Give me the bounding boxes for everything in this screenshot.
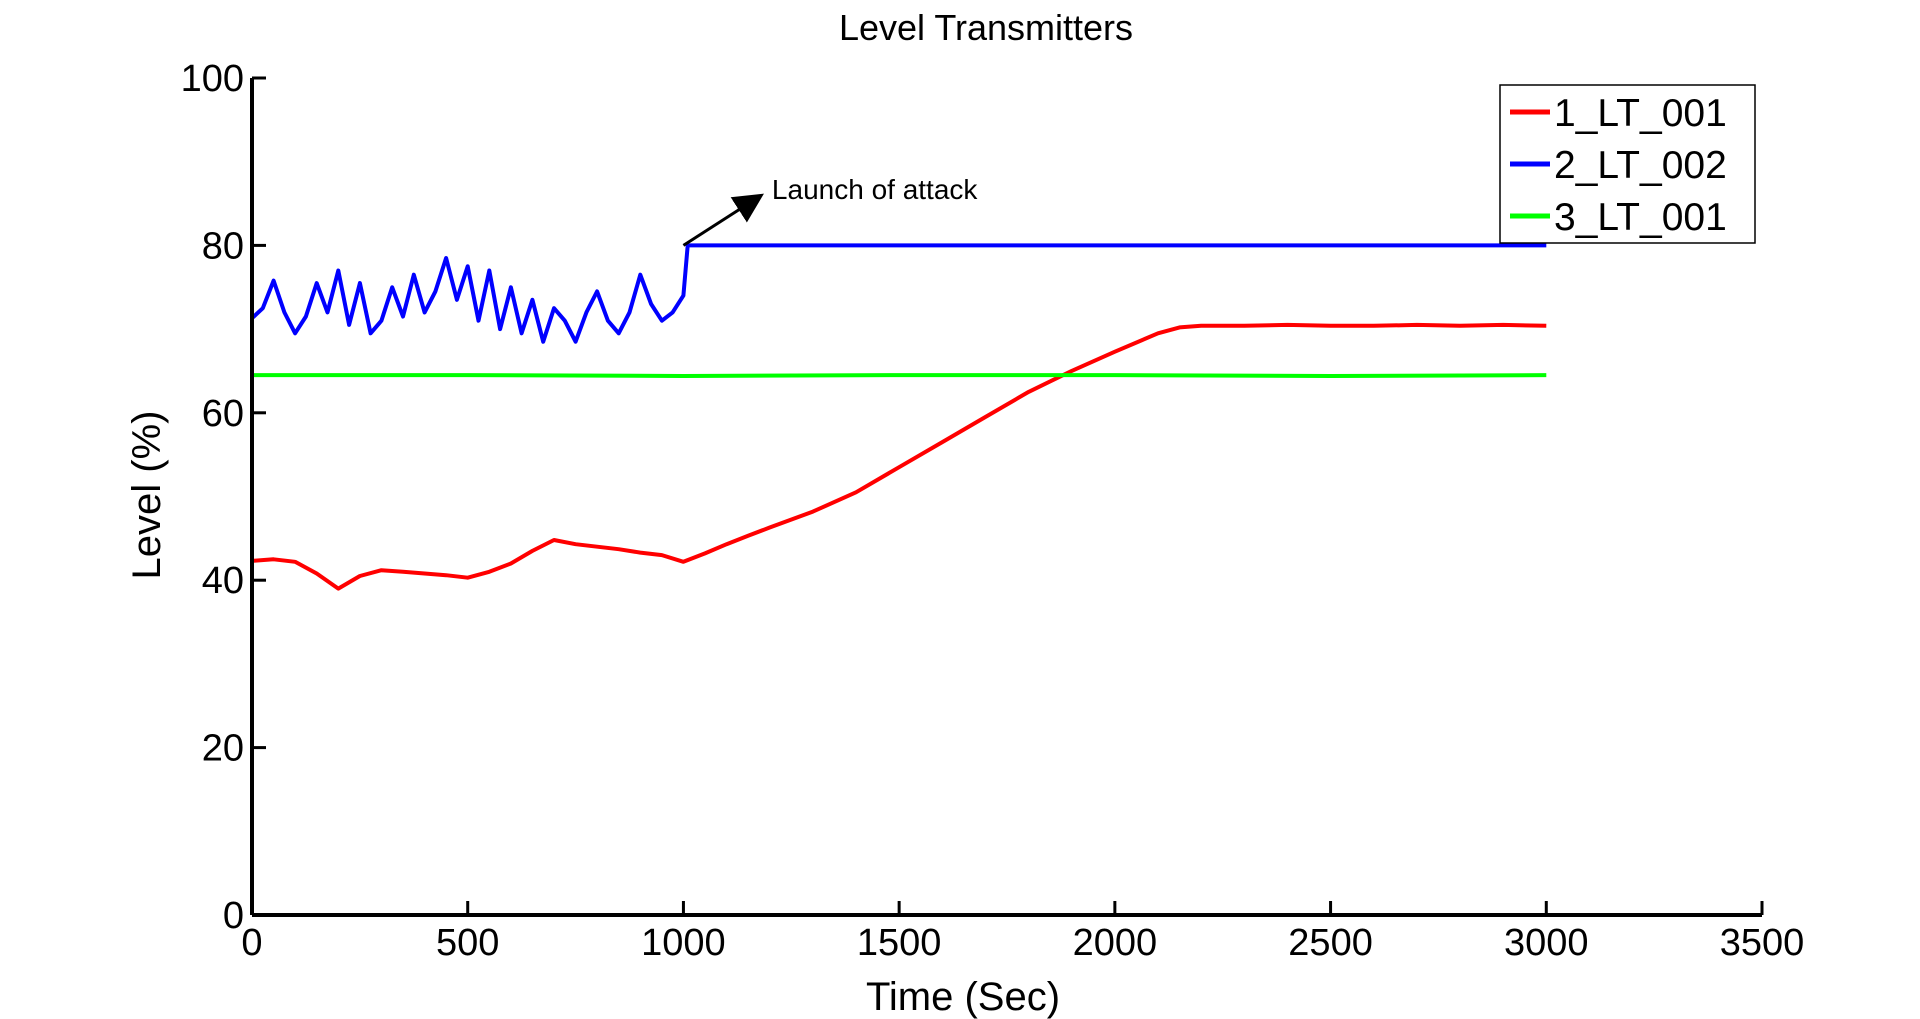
legend-label: 1_LT_001 (1554, 92, 1727, 135)
annotation-arrow (682, 193, 764, 247)
series-line-3_LT_001 (252, 373, 1547, 378)
y-tick-label: 100 (181, 58, 244, 100)
plot-area: Launch of attack (250, 174, 1547, 591)
y-tick-label: 60 (202, 393, 244, 435)
x-tick-label: 1000 (641, 922, 726, 964)
x-tick-label: 2500 (1288, 922, 1373, 964)
x-tick-label: 500 (436, 922, 499, 964)
annotation-text: Launch of attack (772, 174, 978, 205)
x-ticks: 0 500 1000 1500 2000 2500 3000 3500 (241, 901, 1804, 964)
y-tick-label: 20 (202, 728, 244, 770)
y-tick-label: 80 (202, 225, 244, 267)
chart-title: Level Transmitters (839, 7, 1133, 48)
y-tick-label: 0 (223, 895, 244, 937)
series-group (250, 243, 1547, 591)
y-ticks: 0 20 40 60 80 100 (181, 58, 266, 937)
series-line-1_LT_001 (251, 322, 1547, 591)
x-tick-label: 3000 (1504, 922, 1589, 964)
x-tick-label: 0 (241, 922, 262, 964)
legend: 1_LT_001 2_LT_002 3_LT_001 (1499, 84, 1756, 244)
x-tick-label: 3500 (1720, 922, 1805, 964)
y-tick-label: 40 (202, 560, 244, 602)
x-tick-label: 2000 (1073, 922, 1158, 964)
legend-label: 2_LT_002 (1554, 144, 1727, 187)
annotation-group: Launch of attack (682, 174, 978, 247)
y-axis-label: Level (%) (125, 411, 169, 580)
legend-label: 3_LT_001 (1554, 196, 1727, 239)
legend-items: 1_LT_001 2_LT_002 3_LT_001 (1510, 92, 1727, 239)
x-tick-label: 1500 (857, 922, 942, 964)
x-axis-label: Time (Sec) (866, 975, 1060, 1019)
series-line-2_LT_002 (250, 243, 1547, 344)
axes: 0 500 1000 1500 2000 2500 3000 3500 0 20 40 60 80 10… (181, 58, 1805, 964)
